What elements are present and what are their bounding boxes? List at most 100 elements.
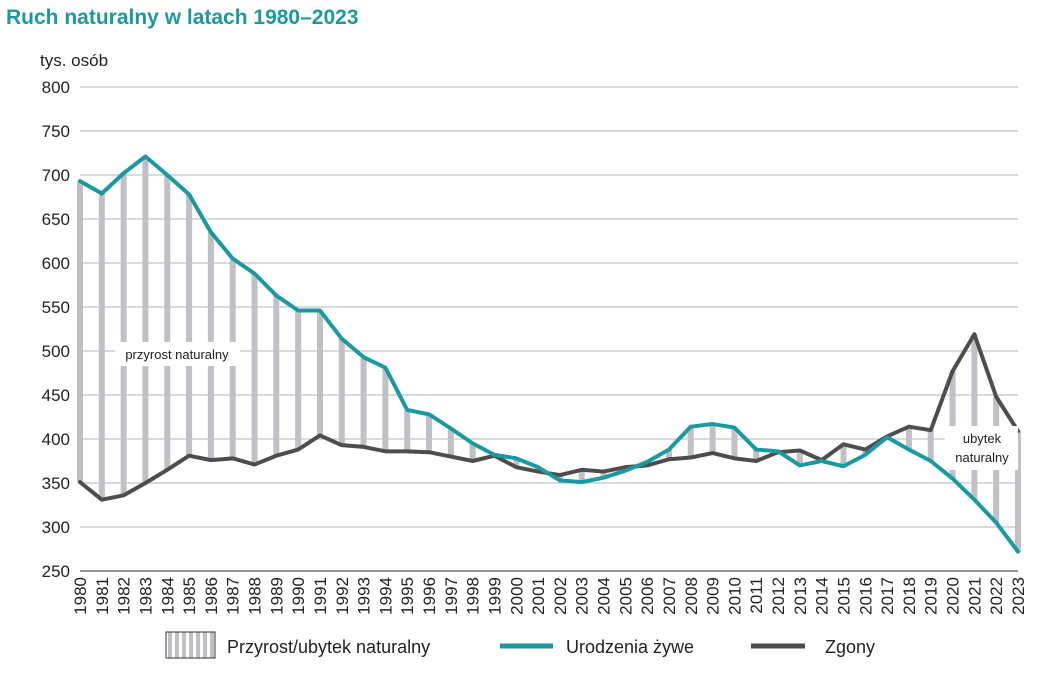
natural-change-bar [404,409,411,452]
legend: Przyrost/ubytek naturalny Urodzenia żywe… [165,631,875,659]
y-tick-label: 800 [42,78,70,97]
x-tick-label: 2019 [922,577,941,615]
natural-change-bar [840,444,847,467]
x-tick-label: 1983 [136,577,155,615]
natural-change-bar [600,471,607,478]
natural-change-bar [469,443,476,461]
series-lines [78,154,1020,554]
natural-change-bar [905,426,912,450]
legend-label-deaths: Zgony [825,637,875,657]
x-tick-label: 1988 [246,577,265,615]
x-tick-label: 1985 [180,577,199,615]
natural-change-bar [731,427,738,459]
natural-change-bar [186,194,193,456]
growth-annotation-bg [115,342,240,366]
growth-annotation: przyrost naturalny [125,347,229,362]
x-tick-label: 2001 [529,577,548,615]
loss-annotation-line2: naturalny [955,450,1009,465]
x-tick-label: 1991 [311,577,330,615]
natural-change-bar [142,156,149,483]
x-tick-label: 2002 [551,577,570,615]
natural-change-bar [360,357,367,447]
x-tick-label: 2009 [704,577,723,615]
x-tick-label: 2012 [769,577,788,615]
chart-title: Ruch naturalny w latach 1980–2023 [6,6,359,29]
natural-change-bar [295,310,302,450]
natural-change-bar [382,367,389,452]
natural-change-bar [578,469,585,483]
x-axis: 1980 1981 1982 1983 1984 1985 1986 1987 1988 1989… [71,577,1028,615]
x-tick-label: 1996 [420,577,439,615]
x-tick-label: 2013 [791,577,810,615]
natural-change-bar [687,426,694,458]
x-tick-label: 1998 [464,577,483,615]
x-tick-label: 1980 [71,577,90,615]
births-line [78,154,1020,554]
natural-change-bar [862,449,869,455]
natural-change-bar [316,310,323,436]
x-tick-label: 2010 [725,577,744,615]
x-tick-label: 1989 [267,577,286,615]
natural-change-bar [98,193,105,500]
loss-annotation-line1: ubytek [963,431,1002,446]
x-tick-label: 2023 [1009,577,1028,615]
x-tick-label: 2017 [878,577,897,615]
natural-change-bar [753,449,760,461]
x-tick-label: 1987 [224,577,243,615]
natural-change-bar [77,181,83,483]
natural-change-bar [426,414,433,453]
gridlines [80,86,1018,572]
natural-change-bar [927,430,934,461]
x-tick-label: 2022 [987,577,1006,615]
natural-change-bar [971,334,978,500]
y-tick-label: 750 [42,122,70,141]
legend-label-births: Urodzenia żywe [566,637,694,657]
x-tick-label: 2016 [856,577,875,615]
natural-change-bar [164,175,171,470]
x-tick-label: 2011 [747,577,766,614]
natural-change-bar [709,424,716,454]
x-tick-label: 1984 [158,577,177,615]
x-tick-label: 1999 [485,577,504,615]
natural-change-bar [796,450,803,466]
x-tick-label: 2005 [616,577,635,615]
natural-change-bar [1015,431,1021,552]
y-axis: 250 300 350 400 450 500 550 600 650 700 750 800 [42,78,70,581]
x-tick-label: 1993 [355,577,374,615]
y-tick-label: 450 [42,386,70,405]
y-tick-label: 700 [42,166,70,185]
x-tick-label: 1986 [202,577,221,615]
y-tick-label: 550 [42,298,70,317]
natural-change-bar [251,273,258,465]
x-tick-label: 1992 [333,577,352,615]
y-tick-label: 350 [42,474,70,493]
natural-change-bar [556,475,563,481]
y-tick-label: 250 [42,562,70,581]
y-tick-label: 650 [42,210,70,229]
x-tick-label: 2004 [595,577,614,615]
x-tick-label: 2020 [944,577,963,615]
y-tick-label: 600 [42,254,70,273]
x-tick-label: 2014 [813,577,832,615]
x-tick-label: 2008 [682,577,701,615]
loss-annotation-bg [945,426,1018,470]
x-tick-label: 1982 [115,577,134,615]
x-tick-label: 2018 [900,577,919,615]
x-tick-label: 2006 [638,577,657,615]
x-tick-label: 1997 [442,577,461,615]
x-tick-label: 2000 [507,577,526,615]
natural-change-bar [273,295,280,456]
x-tick-label: 2007 [660,577,679,615]
natural-change-bar [949,371,956,479]
natural-change-bar [447,428,454,457]
legend-swatch-natural-change [165,631,216,659]
natural-change-bar [513,458,520,468]
x-tick-label: 2003 [573,577,592,615]
natural-change-bar [120,173,127,496]
y-tick-label: 500 [42,342,70,361]
y-tick-label: 300 [42,518,70,537]
natural-change-bar [665,449,672,460]
x-tick-label: 1990 [289,577,308,615]
natural-change-bar [338,338,345,446]
